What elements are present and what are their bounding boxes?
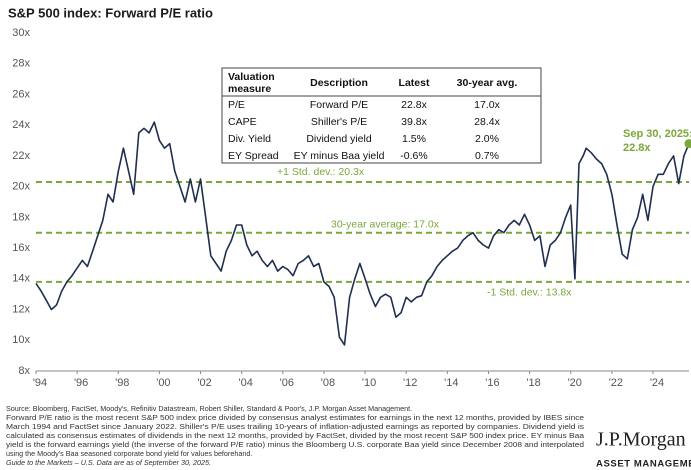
- footnote-line: using the Moody's Baa seasoned corporate…: [6, 449, 252, 458]
- y-tick-label: 14x: [12, 273, 30, 285]
- table-cell: 22.8x: [401, 99, 427, 111]
- table-cell: -0.6%: [400, 150, 427, 162]
- table-cell: EY minus Baa yield: [294, 150, 385, 162]
- x-tick-label: '16: [485, 377, 499, 389]
- y-tick-label: 24x: [12, 119, 30, 131]
- y-tick-label: 10x: [12, 334, 30, 346]
- y-tick-label: 18x: [12, 211, 30, 223]
- x-tick-label: '04: [238, 377, 252, 389]
- x-tick-label: '06: [280, 377, 294, 389]
- table-cell: 17.0x: [474, 99, 500, 111]
- x-tick-label: '94: [33, 377, 47, 389]
- table-header: Valuation measure: [228, 71, 275, 95]
- table-header: Description: [310, 77, 368, 89]
- table-header: Latest: [399, 77, 430, 89]
- y-tick-label: 26x: [12, 88, 30, 100]
- table-cell: Forward P/E: [310, 99, 368, 111]
- table-box: [221, 67, 542, 164]
- reference-label: +1 Std. dev.: 20.3x: [277, 166, 365, 178]
- footnote-line: calculated as consensus estimates of div…: [6, 431, 584, 440]
- y-tick-label: 20x: [12, 181, 30, 193]
- footnote-line: Guide to the Markets – U.S. Data are as …: [6, 458, 211, 467]
- table-cell: EY Spread: [228, 150, 279, 162]
- footnotes: Source: Bloomberg, FactSet, Moody's, Ref…: [6, 404, 584, 467]
- footnote-line: yield is the forward earnings yield (the…: [6, 440, 584, 449]
- footnote-line: Source: Bloomberg, FactSet, Moody's, Ref…: [6, 404, 412, 413]
- table-cell: 28.4x: [474, 116, 500, 128]
- y-tick-label: 16x: [12, 242, 30, 254]
- reference-label: 30-year average: 17.0x: [331, 219, 440, 231]
- logo-subtitle: ASSET MANAGEMENT: [596, 459, 691, 470]
- table-cell: P/E: [228, 99, 245, 111]
- table-cell: Div. Yield: [228, 133, 271, 145]
- reference-label: -1 Std. dev.: 13.8x: [487, 287, 572, 299]
- logo: J.P.Morgan: [596, 429, 686, 451]
- table-cell: 1.5%: [402, 133, 426, 145]
- plot-area: 8x 10x 12x 14x 16x 18x 20x 22x 24x 26x 28x 30x '94 '9…: [12, 27, 691, 389]
- x-tick-label: '02: [197, 377, 211, 389]
- x-tick-label: '22: [609, 377, 623, 389]
- y-tick-label: 12x: [12, 303, 30, 315]
- y-tick-label: 8x: [18, 365, 30, 377]
- annotation-point: [684, 139, 691, 149]
- table-cell: CAPE: [228, 116, 257, 128]
- x-tick-label: '18: [526, 377, 540, 389]
- x-tick-label: '96: [74, 377, 88, 389]
- annotation-label: 22.8x: [623, 142, 651, 154]
- footnote-line: Forward P/E ratio is the most recent S&P…: [6, 413, 584, 422]
- table-cell: Dividend yield: [306, 133, 372, 145]
- x-tick-label: '12: [403, 377, 417, 389]
- y-tick-label: 30x: [12, 27, 30, 39]
- x-tick-label: '00: [156, 377, 170, 389]
- table-cell: 39.8x: [401, 116, 427, 128]
- annotation-label: Sep 30, 2025:: [623, 128, 691, 140]
- x-tick-label: '08: [321, 377, 335, 389]
- x-tick-label: '20: [568, 377, 582, 389]
- footnote-line: March 1994 and FactSet since January 202…: [6, 422, 584, 431]
- x-tick-label: '14: [444, 377, 458, 389]
- table-header: 30-year avg.: [457, 77, 518, 89]
- x-tick-label: '98: [115, 377, 129, 389]
- x-tick-label: '10: [362, 377, 376, 389]
- table-cell: 2.0%: [475, 133, 499, 145]
- y-tick-label: 22x: [12, 150, 30, 162]
- summary-table: Valuation measure Description Latest 30-year…: [221, 67, 542, 164]
- table-cell: Shiller's P/E: [311, 116, 367, 128]
- table-cell: 0.7%: [475, 150, 499, 162]
- chart-title: S&P 500 index: Forward P/E ratio: [8, 5, 213, 20]
- data-line: [35, 121, 690, 346]
- x-tick-label: '24: [650, 377, 664, 389]
- y-tick-label: 28x: [12, 58, 30, 70]
